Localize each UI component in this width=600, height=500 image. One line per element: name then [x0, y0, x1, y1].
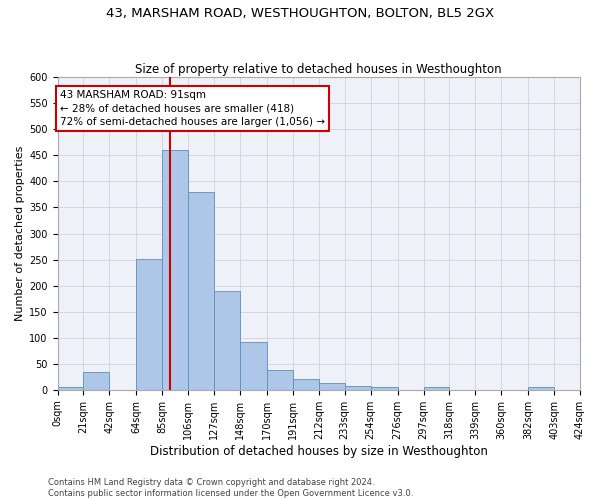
- Text: 43 MARSHAM ROAD: 91sqm
← 28% of detached houses are smaller (418)
72% of semi-de: 43 MARSHAM ROAD: 91sqm ← 28% of detached…: [60, 90, 325, 126]
- Bar: [319, 383, 344, 390]
- Bar: [528, 387, 554, 390]
- Text: 43, MARSHAM ROAD, WESTHOUGHTON, BOLTON, BL5 2GX: 43, MARSHAM ROAD, WESTHOUGHTON, BOLTON, …: [106, 8, 494, 20]
- Bar: [162, 150, 188, 390]
- Bar: [83, 372, 109, 390]
- Bar: [344, 386, 371, 390]
- Bar: [293, 380, 319, 390]
- Bar: [214, 291, 240, 390]
- Bar: [58, 387, 83, 390]
- Bar: [267, 370, 293, 390]
- Title: Size of property relative to detached houses in Westhoughton: Size of property relative to detached ho…: [136, 63, 502, 76]
- Bar: [371, 386, 398, 390]
- Text: Contains HM Land Registry data © Crown copyright and database right 2024.
Contai: Contains HM Land Registry data © Crown c…: [48, 478, 413, 498]
- Bar: [240, 342, 267, 390]
- Bar: [424, 387, 449, 390]
- Bar: [188, 192, 214, 390]
- X-axis label: Distribution of detached houses by size in Westhoughton: Distribution of detached houses by size …: [150, 444, 488, 458]
- Y-axis label: Number of detached properties: Number of detached properties: [15, 146, 25, 321]
- Bar: [136, 258, 162, 390]
